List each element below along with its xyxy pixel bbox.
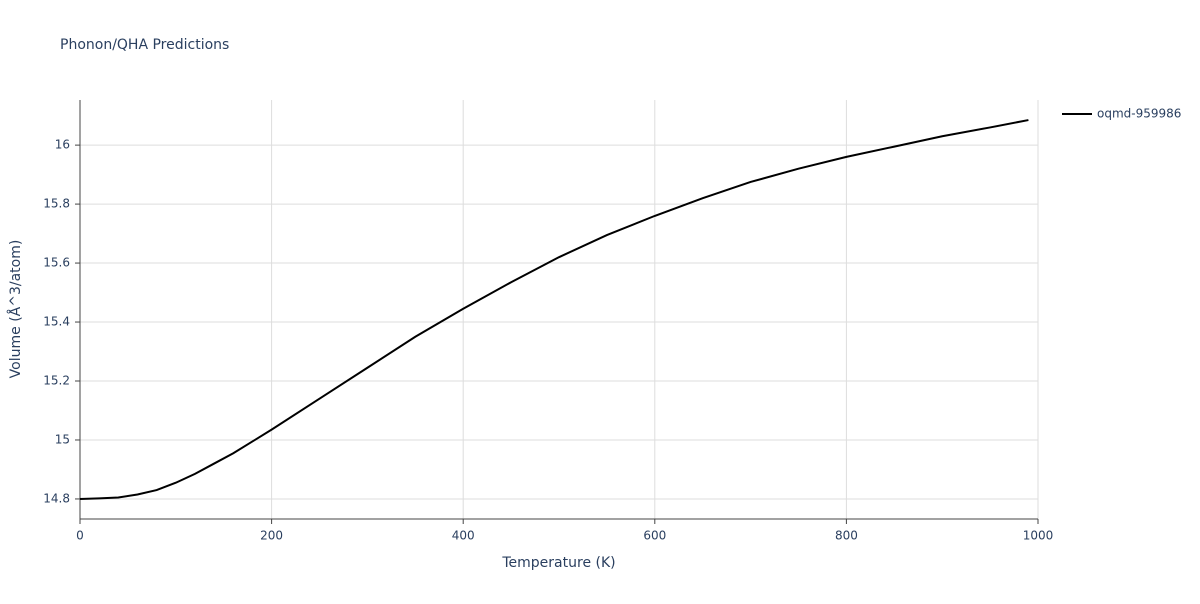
y-tick-label: 15.2 bbox=[43, 374, 70, 388]
x-tick-label: 1000 bbox=[1023, 529, 1054, 543]
y-axis-label: Volume (Å^3/atom) bbox=[7, 240, 24, 379]
x-axis-label: Temperature (K) bbox=[501, 555, 615, 571]
x-tick-label: 200 bbox=[260, 529, 283, 543]
legend-label: oqmd-959986 bbox=[1097, 107, 1181, 121]
x-tick-label: 800 bbox=[835, 529, 858, 543]
y-tick-label: 15.6 bbox=[43, 256, 70, 270]
line-series bbox=[79, 119, 1029, 500]
y-tick-label: 14.8 bbox=[43, 491, 70, 505]
x-tick-label: 0 bbox=[76, 529, 84, 543]
y-tick-label: 15 bbox=[55, 432, 70, 446]
y-tick-label: 15.8 bbox=[43, 197, 70, 211]
x-tick-label: 600 bbox=[643, 529, 666, 543]
chart-title: Phonon/QHA Predictions bbox=[60, 37, 229, 53]
y-tick-label: 15.4 bbox=[43, 315, 70, 329]
y-tick-label: 16 bbox=[55, 138, 70, 152]
x-tick-label: 400 bbox=[452, 529, 475, 543]
